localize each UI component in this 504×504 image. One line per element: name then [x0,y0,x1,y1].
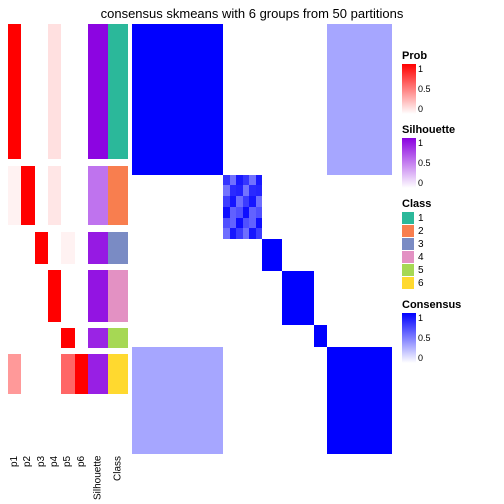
annot-cell [88,328,108,348]
annot-col-p1 [8,24,21,454]
annot-cell [75,24,88,159]
annot-col-p4 [48,24,61,454]
annot-cell [48,270,61,322]
col-label-Class: Class [108,456,128,502]
annot-cell [8,24,21,159]
annot-cell [61,24,74,159]
legend-silhouette: Silhouette10.50 [402,124,498,188]
col-label-p6: p6 [75,456,88,502]
annot-cell [108,166,128,226]
annot-cell [8,166,21,226]
annot-col-Class [108,24,128,454]
class-swatch-1 [402,212,414,224]
annot-cell [35,328,48,348]
annot-cell [108,354,128,394]
annot-cell [75,270,88,322]
chart-title: consensus skmeans with 6 groups from 50 … [0,6,504,21]
annot-cell [61,232,74,264]
col-label-Silhouette: Silhouette [88,456,108,502]
col-label-p2: p2 [21,456,34,502]
legend-prob: Prob10.50 [402,50,498,114]
annot-cell [88,270,108,322]
class-swatch-4 [402,251,414,263]
annot-cell [61,166,74,226]
annot-cell [21,354,34,394]
col-label-p3: p3 [35,456,48,502]
annot-cell [88,354,108,394]
annotation-columns [8,24,128,454]
annot-cell [48,24,61,159]
column-labels: p1p2p3p4p5p6SilhouetteClass [8,456,128,502]
annot-cell [61,354,74,394]
annot-col-p5 [61,24,74,454]
annot-cell [21,232,34,264]
annot-cell [48,354,61,394]
annot-cell [48,232,61,264]
col-label-p1: p1 [8,456,21,502]
annot-cell [75,232,88,264]
annot-cell [61,328,74,348]
annot-cell [48,328,61,348]
annot-cell [108,328,128,348]
annot-cell [88,24,108,159]
annot-cell [35,166,48,226]
col-label-p4: p4 [48,456,61,502]
annot-cell [48,166,61,226]
annot-cell [88,232,108,264]
legends: Prob10.50 Silhouette10.50 Class123456 Conse… [402,50,498,373]
annot-col-p3 [35,24,48,454]
annot-cell [35,232,48,264]
annot-cell [88,166,108,226]
annot-cell [35,270,48,322]
class-swatch-2 [402,225,414,237]
annot-cell [75,354,88,394]
annot-cell [8,328,21,348]
annot-cell [35,354,48,394]
annot-cell [75,328,88,348]
annot-col-p6 [75,24,88,454]
col-label-p5: p5 [61,456,74,502]
annot-cell [35,24,48,159]
class-swatch-3 [402,238,414,250]
annot-cell [8,232,21,264]
annot-cell [8,270,21,322]
annot-cell [8,354,21,394]
annot-cell [21,166,34,226]
annot-cell [61,270,74,322]
consensus-heatmap [132,24,392,454]
class-swatch-5 [402,264,414,276]
legend-class: Class123456 [402,198,498,289]
annot-cell [21,328,34,348]
annot-cell [21,24,34,159]
annot-cell [21,270,34,322]
legend-consensus: Consensus10.50 [402,299,498,363]
annot-cell [108,270,128,322]
annot-col-Silhouette [88,24,108,454]
annot-cell [108,24,128,159]
class-swatch-6 [402,277,414,289]
annot-cell [75,166,88,226]
annot-col-p2 [21,24,34,454]
annot-cell [108,232,128,264]
